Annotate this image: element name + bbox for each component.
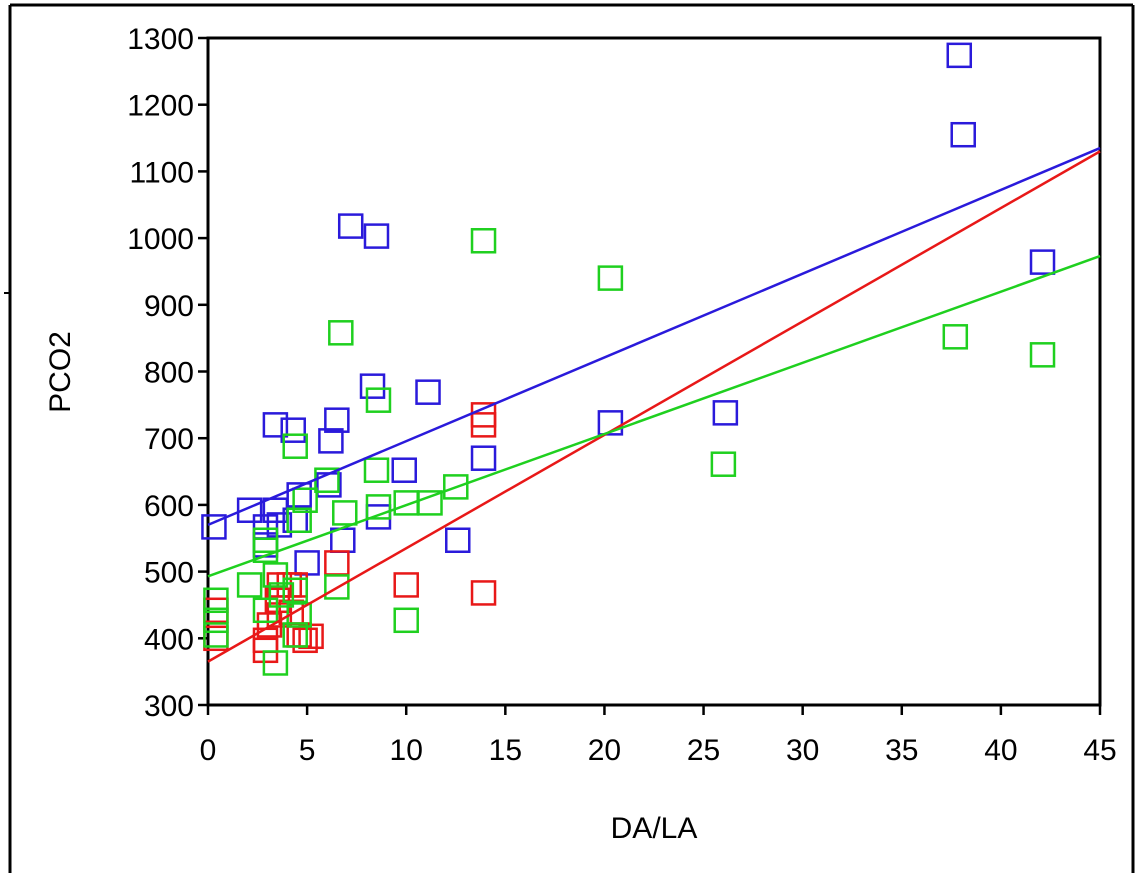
point bbox=[415, 379, 441, 405]
point bbox=[318, 428, 344, 454]
y-tick-label: 500 bbox=[144, 557, 194, 590]
point bbox=[252, 514, 279, 540]
point bbox=[1029, 342, 1056, 368]
point bbox=[710, 451, 737, 477]
point bbox=[268, 582, 295, 608]
y-tick-label: 700 bbox=[144, 423, 194, 456]
point bbox=[324, 407, 350, 433]
point bbox=[203, 622, 229, 648]
point bbox=[201, 514, 227, 540]
point bbox=[252, 597, 279, 624]
point bbox=[417, 490, 443, 516]
point bbox=[292, 487, 318, 513]
point bbox=[262, 412, 289, 438]
point bbox=[443, 474, 469, 500]
point bbox=[391, 457, 417, 483]
y-tick-label: 600 bbox=[144, 490, 194, 523]
point bbox=[324, 550, 350, 576]
point bbox=[363, 223, 390, 249]
point bbox=[597, 265, 624, 291]
x-tick-label: 25 bbox=[687, 734, 720, 767]
y-axis-label: PCO2 bbox=[44, 331, 77, 413]
point bbox=[280, 417, 306, 443]
x-tick-label: 30 bbox=[786, 734, 819, 767]
point bbox=[365, 494, 392, 520]
fit-line bbox=[207, 146, 1101, 527]
point bbox=[262, 562, 289, 588]
x-tick-label: 5 bbox=[299, 734, 316, 767]
point bbox=[445, 527, 471, 554]
point bbox=[332, 500, 358, 526]
x-axis-label: DA/LA bbox=[611, 812, 698, 845]
y-tick-label: 1100 bbox=[129, 156, 194, 189]
x-tick-label: 0 bbox=[200, 734, 217, 767]
point bbox=[294, 550, 320, 576]
point bbox=[597, 410, 624, 436]
x-tick-label: 10 bbox=[390, 734, 423, 767]
x-tick-label: 20 bbox=[588, 734, 621, 767]
point bbox=[337, 213, 364, 239]
point bbox=[262, 650, 289, 676]
point bbox=[365, 387, 392, 413]
y-tick-label: 1000 bbox=[127, 223, 194, 256]
point bbox=[236, 497, 263, 523]
point bbox=[328, 320, 354, 346]
point bbox=[266, 512, 293, 538]
point bbox=[286, 482, 312, 508]
point bbox=[203, 587, 229, 614]
y-tick-label: 1300 bbox=[127, 23, 194, 56]
y-tick-label: 300 bbox=[144, 690, 194, 723]
point bbox=[282, 433, 308, 459]
point bbox=[393, 572, 419, 598]
point bbox=[282, 577, 308, 604]
point bbox=[330, 527, 356, 554]
x-tick-label: 40 bbox=[984, 734, 1017, 767]
point bbox=[470, 402, 497, 428]
point bbox=[292, 627, 318, 654]
x-tick-label: 45 bbox=[1083, 734, 1116, 767]
point bbox=[950, 121, 976, 148]
y-tick-label: 800 bbox=[144, 357, 194, 390]
point bbox=[470, 228, 497, 254]
y-tick-label: 400 bbox=[144, 623, 194, 656]
point bbox=[942, 324, 969, 350]
y-tick-label: 900 bbox=[144, 290, 194, 323]
fit-line bbox=[207, 150, 1101, 663]
point bbox=[203, 607, 229, 634]
point bbox=[324, 574, 350, 600]
point bbox=[470, 445, 497, 471]
point bbox=[359, 373, 386, 399]
point bbox=[363, 457, 390, 483]
plot-frame bbox=[206, 36, 1102, 707]
point bbox=[393, 607, 419, 634]
point bbox=[286, 507, 312, 533]
point bbox=[236, 572, 263, 598]
point bbox=[1029, 249, 1056, 275]
x-tick-label: 35 bbox=[885, 734, 918, 767]
y-tick-label: 1200 bbox=[127, 90, 194, 123]
point bbox=[282, 622, 308, 648]
fit-line bbox=[207, 254, 1101, 578]
point bbox=[946, 42, 973, 69]
point bbox=[470, 412, 497, 438]
x-tick-label: 15 bbox=[489, 734, 522, 767]
point bbox=[470, 580, 497, 606]
point bbox=[712, 400, 739, 426]
